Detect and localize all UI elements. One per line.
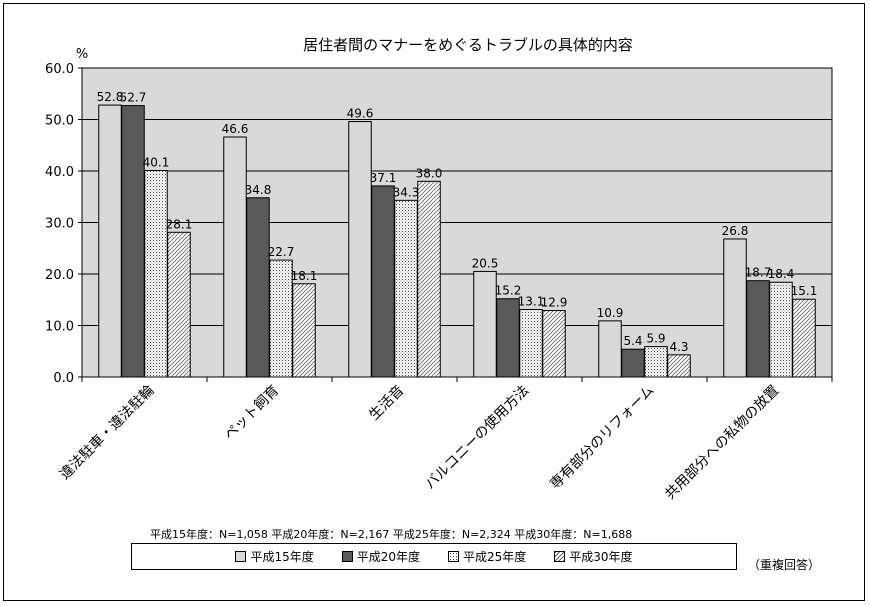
legend-item: 平成15年度	[235, 548, 314, 565]
bar	[473, 270, 497, 378]
bar	[723, 238, 747, 378]
bars	[98, 104, 816, 378]
data-label: 5.9	[646, 332, 665, 346]
data-label: 15.2	[495, 284, 522, 298]
y-tick-label: 30.0	[45, 217, 74, 232]
data-label: 26.8	[722, 224, 749, 238]
bar	[621, 348, 645, 378]
x-category-label: ペット飼育	[222, 383, 283, 444]
legend-label: 平成15年度	[250, 550, 314, 564]
x-category-label: 共用部分への私物の放置	[662, 383, 782, 503]
y-tick-label: 0.0	[53, 371, 74, 386]
data-label: 40.1	[143, 155, 170, 169]
bar	[792, 298, 816, 378]
bar	[292, 283, 316, 378]
bar	[348, 121, 372, 378]
x-category-label: バルコニーの使用方法	[422, 382, 533, 493]
multiple-answer-note: （重複回答）	[748, 558, 821, 572]
data-label: 37.1	[370, 171, 397, 185]
data-label: 34.8	[245, 183, 272, 197]
data-label: 46.6	[222, 122, 249, 136]
sample-size-note: 平成15年度：N=1,058 平成20年度：N=2,167 平成25年度：N=2…	[150, 528, 633, 541]
data-label: 5.4	[623, 334, 642, 348]
data-label: 52.7	[120, 91, 147, 105]
data-label: 13.1	[518, 295, 545, 309]
bar	[121, 105, 145, 378]
bar	[542, 310, 566, 378]
y-axis-ticks: 0.0 10.0 20.0 30.0 40.0 50.0 60.0	[45, 62, 82, 386]
bar	[746, 280, 770, 378]
bar	[167, 231, 191, 378]
bar	[769, 281, 793, 378]
chart-frame	[3, 3, 865, 601]
data-label: 22.7	[268, 245, 295, 259]
bar	[667, 354, 691, 378]
data-label: 38.0	[416, 166, 443, 180]
data-label: 34.3	[393, 185, 420, 199]
bar	[371, 185, 395, 378]
bar	[598, 320, 622, 378]
legend: 平成15年度 平成20年度 平成25年度 平成30年度	[131, 543, 737, 570]
bar	[246, 197, 270, 378]
bar	[98, 104, 122, 378]
data-label: 49.6	[347, 107, 374, 121]
legend-swatch	[554, 551, 566, 562]
data-label: 18.1	[291, 269, 318, 283]
legend-swatch	[235, 551, 247, 562]
x-category-label: 専有部分のリフォーム	[547, 383, 657, 493]
legend-item: 平成25年度	[448, 548, 526, 565]
y-tick-label: 20.0	[45, 268, 74, 283]
legend-label: 平成20年度	[356, 550, 420, 564]
chart-title: 居住者間のマナーをめぐるトラブルの具体的内容	[303, 36, 633, 54]
x-axis-categories: 違法駐車・違法駐輪 ペット飼育 生活音 バルコニーの使用方法 専有部分のリフォーム 共用部…	[56, 377, 833, 503]
data-label: 28.1	[166, 217, 193, 231]
y-tick-label: 40.0	[45, 165, 74, 180]
data-label: 4.3	[669, 340, 688, 354]
data-label: 15.1	[791, 284, 818, 298]
bar	[644, 346, 668, 378]
data-label: 18.7	[745, 266, 772, 280]
bar	[519, 309, 543, 378]
y-unit-label: %	[76, 47, 88, 62]
legend-item: 平成30年度	[554, 548, 633, 565]
data-label: 12.9	[541, 296, 568, 310]
legend-label: 平成30年度	[569, 550, 633, 564]
data-label: 20.5	[472, 256, 499, 270]
bar	[496, 298, 520, 378]
data-labels: 52.852.7 40.1 28.1 46.6 34.8 22.7 18.1 49.6 37.1…	[97, 90, 818, 354]
bar	[144, 169, 168, 378]
bar	[394, 199, 418, 378]
bar	[269, 259, 293, 378]
bar	[417, 180, 441, 378]
legend-item: 平成20年度	[341, 548, 420, 565]
data-label: 18.4	[768, 267, 795, 281]
legend-label: 平成25年度	[463, 550, 527, 564]
legend-swatch	[341, 551, 353, 562]
data-label: 52.8	[97, 90, 124, 104]
data-label: 10.9	[597, 306, 624, 320]
y-tick-label: 50.0	[45, 114, 74, 129]
y-tick-label: 10.0	[45, 320, 74, 335]
bar	[223, 136, 247, 378]
x-category-label: 違法駐車・違法駐輪	[56, 382, 157, 483]
x-category-label: 生活音	[366, 382, 408, 424]
legend-swatch	[448, 551, 459, 562]
y-tick-label: 60.0	[45, 62, 74, 77]
